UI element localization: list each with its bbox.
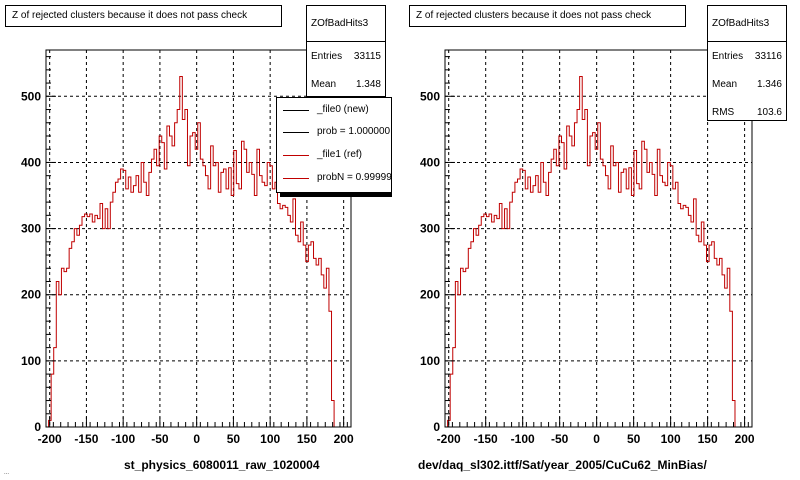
right-entries-value: 33116 xyxy=(754,50,782,62)
left-xtick-label: 50 xyxy=(227,432,241,446)
right-ytick-label: 100 xyxy=(420,354,440,368)
right-stats-mean: Mean 1.346 xyxy=(708,70,786,98)
right-title: Z of rejected clusters because it does n… xyxy=(416,10,652,21)
right-stats-entries: Entries 33116 xyxy=(708,42,786,70)
left-xtick-label: 0 xyxy=(193,432,200,446)
legend-swatch-prob xyxy=(283,132,309,133)
right-caption: dev/daq_sl302.ittf/Sat/year_2005/CuCu62_… xyxy=(418,458,707,472)
right-entries-label: Entries xyxy=(712,50,744,62)
left-frame xyxy=(45,49,352,428)
right-xtick-label: -50 xyxy=(551,432,569,446)
left-xtick-label: -200 xyxy=(38,432,62,446)
right-ytick-label: 500 xyxy=(420,89,440,103)
legend-swatch-file1 xyxy=(283,155,309,156)
right-xtick-label: -100 xyxy=(511,432,535,446)
legend-item-file0: _file0 (new) xyxy=(277,100,391,120)
left-ytick-label: 200 xyxy=(21,288,41,302)
left-entries-label: Entries xyxy=(311,50,343,62)
right-rms-value: 103.6 xyxy=(756,106,782,118)
left-ytick-label: 500 xyxy=(21,89,41,103)
right-ytick-label: 0 xyxy=(433,420,440,434)
right-xtick-label: -150 xyxy=(474,432,498,446)
right-title-box: Z of rejected clusters because it does n… xyxy=(409,5,686,27)
left-stats-name: ZOfBadHits3 xyxy=(307,6,385,42)
left-xtick-label: -100 xyxy=(111,432,135,446)
left-xtick-label: 100 xyxy=(260,432,280,446)
left-xtick-label: -50 xyxy=(151,432,169,446)
left-xtick-label: -150 xyxy=(74,432,98,446)
legend-label-probn: probN = 0.999999 xyxy=(317,172,392,183)
left-title-box: Z of rejected clusters because it does n… xyxy=(5,5,282,27)
left-caption: st_physics_6080011_raw_1020004 xyxy=(124,458,320,472)
left-ytick-label: 0 xyxy=(34,420,41,434)
right-plot-area xyxy=(445,50,752,427)
right-xtick-label: 0 xyxy=(593,432,600,446)
left-mean-value: 1.348 xyxy=(355,78,381,90)
legend-item-probn: probN = 0.999999 xyxy=(277,168,392,188)
left-entries-value: 33115 xyxy=(353,50,381,62)
right-ytick-label: 300 xyxy=(420,222,440,236)
left-histogram-series xyxy=(46,75,337,428)
footer-note: ... xyxy=(4,470,10,476)
right-xtick-label: 200 xyxy=(735,432,755,446)
legend-swatch-file0 xyxy=(283,110,309,111)
left-ytick-label: 300 xyxy=(21,222,41,236)
right-histogram-series xyxy=(445,75,738,428)
right-xtick-label: 50 xyxy=(627,432,641,446)
left-title: Z of rejected clusters because it does n… xyxy=(12,10,248,21)
right-ytick-label: 400 xyxy=(420,155,440,169)
legend-item-file1: _file1 (ref) xyxy=(277,145,391,165)
right-ytick-label: 200 xyxy=(420,288,440,302)
left-stats-mean: Mean 1.348 xyxy=(307,70,385,98)
legend-label-prob: prob = 1.000000 xyxy=(317,126,391,137)
left-ytick-label: 100 xyxy=(21,354,41,368)
right-stats-box: ZOfBadHits3 Entries 33116 Mean 1.346 RMS… xyxy=(707,5,787,121)
legend-label-file1: _file1 (ref) xyxy=(317,149,363,160)
left-stats-box: ZOfBadHits3 Entries 33115 Mean 1.348 xyxy=(306,5,386,97)
right-stats-rms: RMS 103.6 xyxy=(708,98,786,126)
right-xtick-label: 100 xyxy=(661,432,681,446)
right-xtick-label: 150 xyxy=(698,432,718,446)
left-xtick-label: 150 xyxy=(297,432,317,446)
right-mean-value: 1.346 xyxy=(756,78,782,90)
left-stats-entries: Entries 33115 xyxy=(307,42,385,70)
legend-swatch-probn xyxy=(283,178,309,179)
right-rms-label: RMS xyxy=(712,106,735,118)
right-xtick-label: -200 xyxy=(437,432,461,446)
legend-box: _file0 (new) prob = 1.000000 _file1 (ref… xyxy=(276,97,392,193)
right-frame xyxy=(444,49,753,428)
legend-item-prob: prob = 1.000000 xyxy=(277,122,391,142)
right-stats-name: ZOfBadHits3 xyxy=(708,6,786,42)
right-mean-label: Mean xyxy=(712,78,738,90)
left-ytick-label: 400 xyxy=(21,155,41,169)
left-mean-label: Mean xyxy=(311,78,337,90)
legend-label-file0: _file0 (new) xyxy=(317,104,369,115)
left-xtick-label: 200 xyxy=(334,432,354,446)
